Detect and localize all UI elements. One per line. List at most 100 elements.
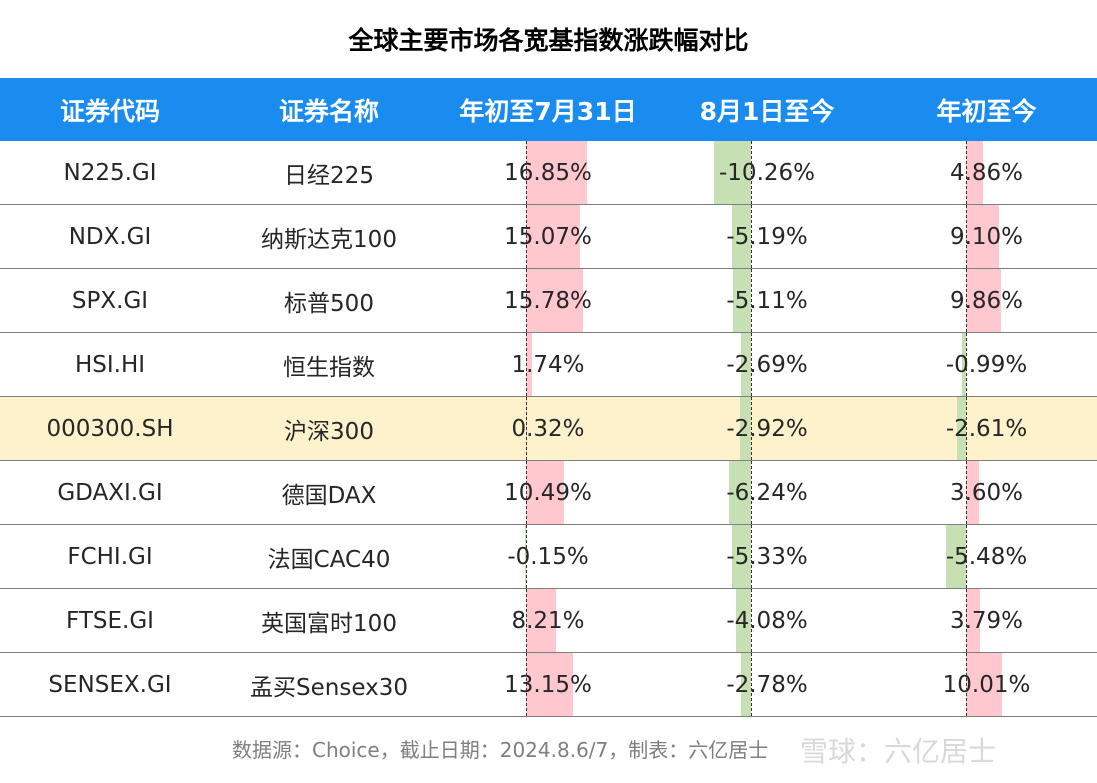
data-label-ytd-jul31: 15.07% (504, 223, 592, 250)
data-label-ytd: 10.01% (942, 671, 1031, 698)
table-row: SENSEX.GI 孟买Sensex30 13.15% -2.78% 10.01% (0, 653, 1097, 717)
data-bar-ytd-jul31 (526, 461, 564, 524)
cell-ytd-jul31: -0.15% (438, 525, 658, 588)
cell-ytd: -2.61% (876, 397, 1097, 460)
data-label-since-aug1: -2.69% (726, 351, 808, 378)
data-bar-since-aug1 (732, 269, 751, 332)
zero-axis-line (751, 525, 752, 588)
data-label-ytd-jul31: 15.78% (504, 287, 592, 314)
zero-axis-line (526, 653, 527, 716)
cell-ytd: 9.10% (876, 205, 1097, 268)
zero-axis-line (751, 205, 752, 268)
data-bar-since-aug1 (740, 397, 751, 460)
cell-since-aug1: -2.78% (658, 653, 876, 716)
table-row: N225.GI 日经225 16.85% -10.26% 4.86% (0, 141, 1097, 205)
data-bar-since-aug1 (731, 525, 751, 588)
cell-code: SENSEX.GI (48, 671, 172, 698)
data-bar-since-aug1 (732, 205, 751, 268)
cell-since-aug1: -10.26% (658, 141, 876, 204)
table-header: 证券代码 证券名称 年初至7月31日 8月1日至今 年初至今 (0, 78, 1097, 141)
data-label-ytd: 4.86% (949, 159, 1024, 186)
cell-ytd: 3.79% (876, 589, 1097, 652)
cell-ytd-jul31: 8.21% (438, 589, 658, 652)
cell-code: 000300.SH (46, 415, 174, 442)
data-bar-ytd (966, 653, 1003, 716)
cell-ytd-jul31: 10.49% (438, 461, 658, 524)
header-code: 证券代码 (59, 96, 160, 126)
data-bar-ytd-jul31 (526, 589, 556, 652)
header-ytd: 年初至今 (936, 96, 1037, 126)
data-label-since-aug1: -6.24% (726, 479, 808, 506)
cell-ytd: -0.99% (876, 333, 1097, 396)
cell-code: NDX.GI (68, 223, 152, 250)
data-label-ytd: 3.60% (949, 479, 1024, 506)
zero-axis-line (751, 589, 752, 652)
zero-axis-line (751, 653, 752, 716)
cell-ytd: 4.86% (876, 141, 1097, 204)
cell-code: N225.GI (63, 159, 157, 186)
table-row: HSI.HI 恒生指数 1.74% -2.69% -0.99% (0, 333, 1097, 397)
cell-since-aug1: -2.92% (658, 397, 876, 460)
zero-axis-line (526, 269, 527, 332)
data-label-since-aug1: -2.78% (726, 671, 808, 698)
cell-name: 孟买Sensex30 (250, 674, 408, 701)
zero-axis-line (526, 205, 527, 268)
data-bar-ytd (956, 397, 966, 460)
cell-code: FTSE.GI (66, 607, 154, 634)
data-bar-ytd (966, 461, 979, 524)
cell-since-aug1: -4.08% (658, 589, 876, 652)
cell-name: 法国CAC40 (267, 546, 391, 573)
data-label-ytd: -0.99% (945, 351, 1028, 378)
data-label-ytd-jul31: 1.74% (511, 351, 585, 378)
data-bar-ytd (966, 141, 984, 204)
zero-axis-line (526, 397, 527, 460)
cell-since-aug1: -6.24% (658, 461, 876, 524)
zero-axis-line (966, 589, 967, 652)
cell-since-aug1: -5.19% (658, 205, 876, 268)
cell-code: FCHI.GI (67, 543, 153, 570)
source-note: 数据源：Choice，截止日期：2024.8.6/7，制表：六亿居士 (232, 738, 769, 762)
data-bar-since-aug1 (740, 653, 751, 716)
data-label-ytd-jul31: -0.15% (507, 543, 589, 570)
data-label-since-aug1: -10.26% (719, 159, 815, 186)
zero-axis-line (966, 269, 967, 332)
cell-name: 恒生指数 (283, 354, 375, 381)
data-bar-ytd-jul31 (526, 333, 533, 396)
zero-axis-line (966, 525, 967, 588)
data-bar-ytd-jul31 (526, 269, 583, 332)
zero-axis-line (966, 205, 967, 268)
cell-ytd-jul31: 15.78% (438, 269, 658, 332)
zero-axis-line (966, 397, 967, 460)
zero-axis-line (526, 589, 527, 652)
data-bar-since-aug1 (728, 461, 751, 524)
cell-ytd: 9.86% (876, 269, 1097, 332)
cell-name: 德国DAX (281, 482, 377, 509)
data-label-ytd-jul31: 16.85% (504, 159, 592, 186)
cell-since-aug1: -5.33% (658, 525, 876, 588)
data-bar-ytd (966, 205, 999, 268)
table-row: SPX.GI 标普500 15.78% -5.11% 9.86% (0, 269, 1097, 333)
data-label-ytd: 3.79% (949, 607, 1024, 634)
table-row: FTSE.GI 英国富时100 8.21% -4.08% 3.79% (0, 589, 1097, 653)
cell-ytd: -5.48% (876, 525, 1097, 588)
data-bar-ytd (962, 333, 966, 396)
zero-axis-line (751, 461, 752, 524)
data-bar-since-aug1 (714, 141, 751, 204)
cell-ytd: 10.01% (876, 653, 1097, 716)
zero-axis-line (526, 461, 527, 524)
cell-ytd-jul31: 0.32% (438, 397, 658, 460)
zero-axis-line (751, 141, 752, 204)
table-body: N225.GI 日经225 16.85% -10.26% 4.86% NDX.GI 纳斯达克… (0, 141, 1097, 717)
cell-since-aug1: -2.69% (658, 333, 876, 396)
cell-name: 英国富时100 (261, 610, 397, 637)
data-label-ytd: 9.86% (949, 287, 1024, 314)
cell-ytd-jul31: 16.85% (438, 141, 658, 204)
data-label-since-aug1: -4.08% (726, 607, 808, 634)
data-bar-ytd (966, 269, 1002, 332)
data-label-ytd: 9.10% (949, 223, 1024, 250)
data-label-ytd-jul31: 8.21% (511, 607, 585, 634)
data-label-ytd-jul31: 13.15% (504, 671, 592, 698)
data-label-since-aug1: -5.33% (726, 543, 808, 570)
header-since-aug1: 8月1日至今 (699, 96, 835, 126)
cell-since-aug1: -5.11% (658, 269, 876, 332)
